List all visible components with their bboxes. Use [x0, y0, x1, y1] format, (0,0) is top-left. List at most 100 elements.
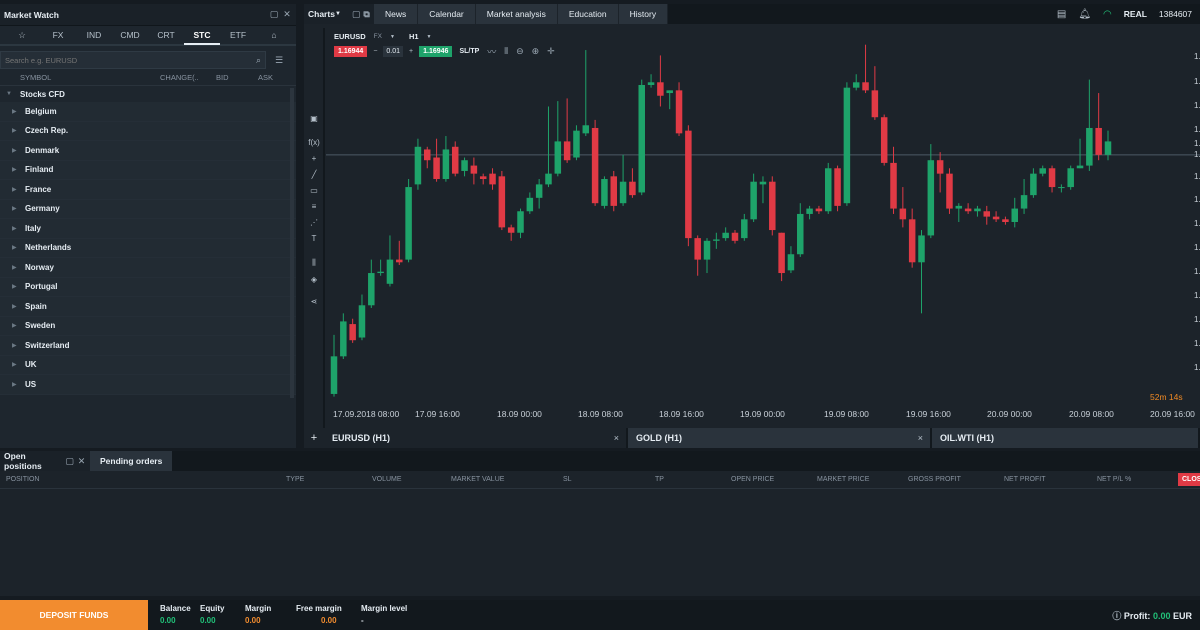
country-row[interactable]: ▶ Spain — [0, 297, 296, 317]
rectangle-icon[interactable]: ▭ — [310, 186, 318, 195]
col-bid[interactable]: BID — [216, 73, 229, 82]
search-input[interactable] — [5, 55, 256, 65]
group-stocks-cfd[interactable]: ▼ Stocks CFD — [0, 86, 296, 102]
zoom-in-icon[interactable]: ⊕ — [531, 46, 540, 56]
close-icon[interactable]: ✕ — [77, 455, 86, 466]
country-row[interactable]: ▶ France — [0, 180, 296, 200]
country-row[interactable]: ▶ Belgium — [0, 102, 296, 122]
maximize-icon[interactable]: ▢ — [65, 455, 74, 466]
popout-icon[interactable]: ⧉ — [363, 8, 370, 19]
tab-crt[interactable]: CRT — [157, 30, 175, 40]
pitchfork-icon[interactable]: ⋰ — [310, 218, 318, 227]
col-market-value[interactable]: MARKET VALUE — [451, 476, 505, 483]
scrollbar[interactable] — [290, 88, 294, 398]
chart-tab-oil[interactable]: OIL.WTI (H1) — [932, 428, 1200, 448]
minus-button[interactable]: − — [373, 48, 378, 55]
add-chart-button[interactable]: + — [304, 428, 324, 448]
col-ask[interactable]: ASK — [258, 73, 274, 82]
col-sl[interactable]: SL — [563, 476, 572, 483]
tab-lock[interactable]: ⌂ — [271, 30, 277, 40]
country-label: Belgium — [25, 106, 57, 116]
country-row[interactable]: ▶ US — [0, 375, 296, 395]
plus-button[interactable]: + — [409, 48, 414, 55]
country-row[interactable]: ▶ Sweden — [0, 316, 296, 336]
chevron-down-icon[interactable]: ▼ — [426, 33, 432, 40]
country-row[interactable]: ▶ Finland — [0, 160, 296, 180]
screenshot-icon[interactable]: ▣ — [310, 114, 318, 123]
candle-up — [974, 208, 981, 212]
country-row[interactable]: ▶ Switzerland — [0, 336, 296, 356]
buy-button[interactable]: 1.16946 — [419, 46, 453, 57]
country-row[interactable]: ▶ Italy — [0, 219, 296, 239]
col-tp[interactable]: TP — [655, 476, 664, 483]
country-row[interactable]: ▶ Norway — [0, 258, 296, 278]
volume-value[interactable]: 0.01 — [383, 46, 404, 57]
col-net-pl[interactable]: NET P/L % — [1097, 476, 1132, 483]
candle-type-icon[interactable]: ⫴ — [504, 46, 509, 56]
close-icon[interactable]: × — [917, 433, 923, 443]
candle-down — [862, 82, 869, 91]
deposit-funds-button[interactable]: DEPOSIT FUNDS — [0, 600, 148, 630]
country-row[interactable]: ▶ Netherlands — [0, 238, 296, 258]
fibonacci-icon[interactable]: ≡ — [311, 202, 317, 211]
tab-open-positions[interactable]: Open positions ▢ ✕ — [0, 451, 90, 471]
trendline-icon[interactable]: ╱ — [311, 170, 317, 179]
zoom-out-icon[interactable]: ⊖ — [516, 46, 524, 56]
tab-fx[interactable]: FX — [52, 30, 64, 40]
col-open-price[interactable]: OPEN PRICE — [731, 476, 775, 483]
symbol-name[interactable]: EURUSD — [334, 32, 366, 41]
col-net-profit[interactable]: NET PROFIT — [1004, 476, 1046, 483]
info-icon[interactable]: ⓘ — [1112, 611, 1122, 621]
col-symbol[interactable]: SYMBOL — [20, 73, 52, 82]
country-row[interactable]: ▶ UK — [0, 355, 296, 375]
col-position[interactable]: POSITION — [6, 476, 40, 483]
tab-etf[interactable]: ETF — [229, 30, 247, 40]
col-market-price[interactable]: MARKET PRICE — [817, 476, 870, 483]
sltp-button[interactable]: SL/TP — [459, 48, 480, 55]
nav-tab-news[interactable]: News — [374, 4, 419, 24]
chart-tab-eurusd[interactable]: EURUSD (H1) × — [324, 428, 628, 448]
account-number[interactable]: 1384607 — [1158, 9, 1192, 19]
timeframe[interactable]: H1 — [408, 32, 419, 41]
tab-cmd[interactable]: CMD — [120, 30, 140, 40]
close-all-button[interactable]: CLOSE — [1178, 473, 1200, 486]
col-change[interactable]: CHANGE(.. — [160, 73, 199, 82]
line-chart-icon[interactable]: 〰 — [487, 47, 497, 57]
chart-tab-gold[interactable]: GOLD (H1) × — [628, 428, 932, 448]
col-volume[interactable]: VOLUME — [372, 476, 402, 483]
search-icon[interactable]: ⌕ — [255, 54, 261, 65]
price-chart[interactable]: 17.09.2018 08:00 17.09 16:00 18.09 00:00 18… — [304, 4, 1200, 428]
close-icon[interactable]: × — [613, 433, 619, 443]
nav-tab-history[interactable]: History — [618, 4, 669, 24]
chevron-down-icon[interactable]: ▼ — [389, 33, 395, 40]
crosshair-icon[interactable]: ✛ — [547, 46, 555, 56]
charts-title: Charts — [308, 9, 335, 19]
indicators-icon[interactable]: ⫼ — [312, 258, 316, 267]
function-icon[interactable]: f(x) — [308, 138, 320, 147]
tab-favorites[interactable]: ☆ — [18, 30, 26, 40]
col-type[interactable]: TYPE — [286, 476, 305, 483]
tab-ind[interactable]: IND — [86, 30, 102, 40]
tab-stc[interactable]: STC — [184, 25, 220, 45]
nav-tab-education[interactable]: Education — [557, 4, 619, 24]
text-icon[interactable]: T — [311, 234, 317, 243]
country-row[interactable]: ▶ Germany — [0, 199, 296, 219]
close-icon[interactable]: ✕ — [283, 9, 291, 19]
layers-icon[interactable]: ◈ — [310, 275, 318, 284]
col-gross-profit[interactable]: GROSS PROFIT — [908, 476, 961, 483]
country-row[interactable]: ▶ Portugal — [0, 277, 296, 297]
list-view-icon[interactable]: ☰ — [274, 54, 284, 65]
tab-pending-orders[interactable]: Pending orders — [90, 451, 173, 471]
account-type[interactable]: REAL — [1123, 9, 1147, 19]
nav-tab-market-analysis[interactable]: Market analysis — [475, 4, 558, 24]
maximize-icon[interactable]: ▢ — [269, 9, 279, 19]
share-icon[interactable]: ⋖ — [310, 297, 318, 306]
sell-button[interactable]: 1.16944 — [334, 46, 368, 57]
crosshair-tool-icon[interactable]: + — [311, 154, 317, 163]
maximize-icon[interactable]: ▢ — [351, 8, 361, 19]
country-row[interactable]: ▶ Denmark — [0, 141, 296, 161]
layout-icon[interactable]: ▤ — [1056, 8, 1067, 20]
country-row[interactable]: ▶ Czech Rep. — [0, 121, 296, 141]
bell-icon[interactable]: 🔔︎ — [1078, 8, 1092, 20]
nav-tab-calendar[interactable]: Calendar — [418, 4, 476, 24]
